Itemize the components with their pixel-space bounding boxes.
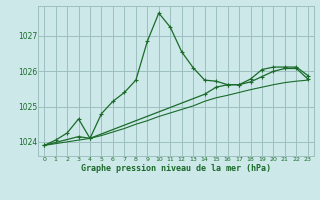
X-axis label: Graphe pression niveau de la mer (hPa): Graphe pression niveau de la mer (hPa) <box>81 164 271 173</box>
